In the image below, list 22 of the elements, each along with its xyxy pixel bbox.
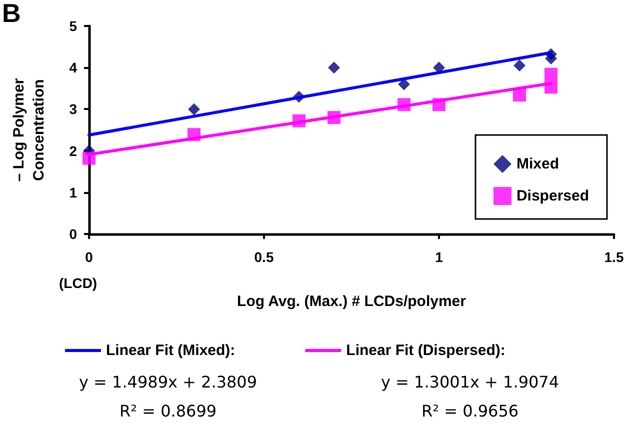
y-axis-title: – Log Polymer Concentration <box>10 78 48 182</box>
x-axis-title: Log Avg. (Max.) # LCDs/polymer <box>237 293 466 310</box>
legend-label: Linear Fit (Dispersed): <box>346 342 506 359</box>
text: R² = 0.9656 <box>421 402 519 420</box>
legend-label: Mixed <box>516 156 559 172</box>
y-tick-label: 4 <box>69 60 78 76</box>
y-tick-label: 1 <box>69 184 78 200</box>
chart-title: B <box>2 0 21 28</box>
y-tick-label: 3 <box>69 101 78 118</box>
legend-label: Dispersed <box>516 188 590 204</box>
text: y = 1.3001x + 1.9074 <box>380 372 560 392</box>
y-tick-label: 5 <box>69 18 78 34</box>
y-tick-label: 0 <box>69 226 78 242</box>
x-tick-label: 1.5 <box>604 249 624 265</box>
x-tick-label: 1 <box>435 249 444 265</box>
x-tick-label: 0.5 <box>254 249 274 265</box>
text: y = 1.4989x + 2.3809 <box>78 372 258 392</box>
y-tick-label: 2 <box>69 142 78 159</box>
x-tick-label: 0 <box>85 249 94 265</box>
text: (LCD) <box>59 275 98 291</box>
text: R² = 0.8699 <box>119 402 217 420</box>
legend-label: Linear Fit (Mixed): <box>106 342 236 359</box>
